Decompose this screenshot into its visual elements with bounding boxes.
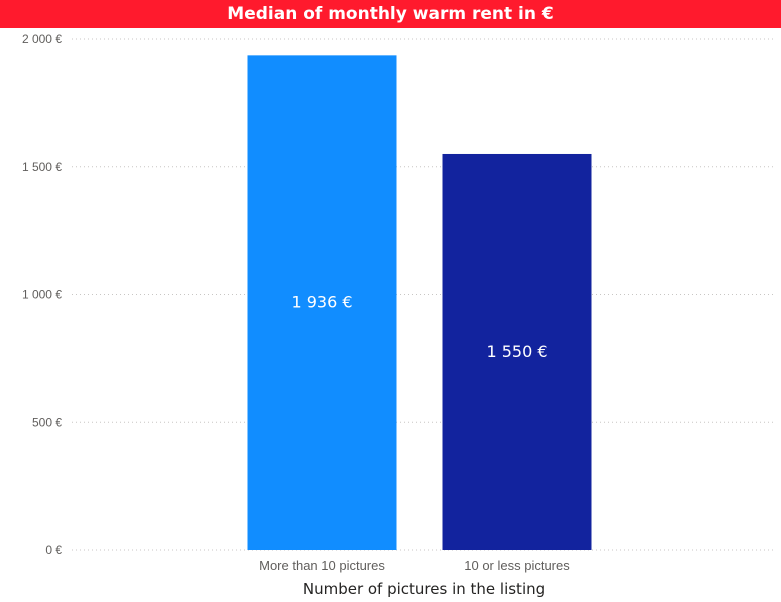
y-tick-label: 2 000 €: [22, 32, 62, 46]
bars: 1 936 € 1 550 €: [247, 55, 592, 551]
bar[interactable]: [442, 153, 592, 550]
y-axis: 0 € 500 € 1 000 € 1 500 € 2 000 €: [22, 32, 62, 557]
bar[interactable]: [247, 55, 397, 551]
y-tick-label: 500 €: [32, 415, 62, 429]
chart-title: Median of monthly warm rent in €: [0, 0, 781, 28]
x-axis: More than 10 pictures 10 or less pictures: [259, 558, 570, 573]
x-tick-label: 10 or less pictures: [464, 558, 570, 573]
data-label: 1 550 €: [486, 342, 547, 361]
x-tick-label: More than 10 pictures: [259, 558, 385, 573]
x-axis-title: Number of pictures in the listing: [303, 580, 545, 598]
y-tick-label: 1 500 €: [22, 160, 62, 174]
y-tick-label: 1 000 €: [22, 288, 62, 302]
data-label: 1 936 €: [291, 293, 352, 312]
gridlines: [72, 38, 775, 551]
y-tick-label: 0 €: [45, 543, 62, 557]
